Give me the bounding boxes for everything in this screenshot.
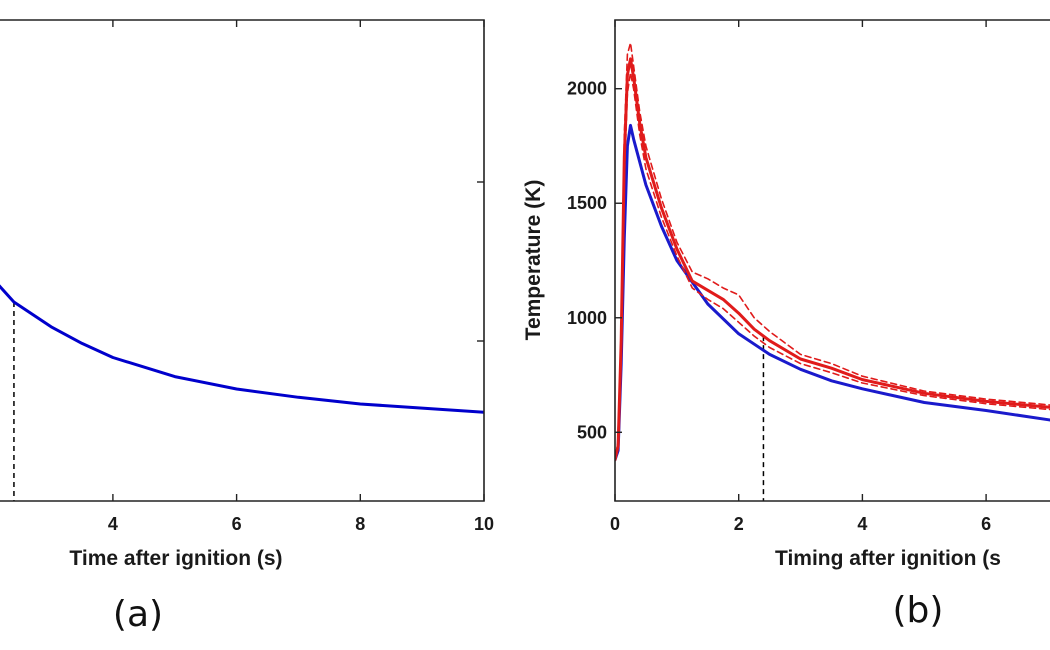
panel-b-x-tick-label: 2	[734, 514, 744, 534]
panel-b-y-tick-label: 1000	[567, 308, 607, 328]
panel-a-label: (a)	[113, 594, 163, 635]
panel-a-plot-frame	[0, 19, 485, 502]
panel-b-curves	[615, 42, 1050, 501]
panel-b-y-tick-label: 1500	[567, 193, 607, 213]
panel-b-series-line-3	[615, 42, 1050, 461]
panel-a-x-tick-label: 6	[232, 514, 242, 534]
panel-a-x-axis-label: Time after ignition (s)	[69, 547, 282, 570]
panel-a-series-line-1	[0, 284, 484, 414]
panel-a-x-tick-label: 8	[355, 514, 365, 534]
panel-a-tick-labels: 4 6 8 10	[108, 514, 494, 534]
panel-a-x-tick-label: 4	[108, 514, 118, 534]
panel-b-x-tick-label: 6	[981, 514, 991, 534]
panel-b-tick-labels: 0 2 4 6 500 1000 1500 2000	[567, 79, 991, 534]
panel-a-curves	[0, 284, 484, 501]
panel-b-plot-frame	[614, 19, 1050, 502]
panel-b-x-axis-label: Timing after ignition (s	[775, 547, 1001, 570]
panel-b-series-line-2	[615, 57, 1050, 462]
panel-b-series-line-1	[615, 123, 1050, 462]
panel-b-y-tick-label: 2000	[567, 79, 607, 99]
chart-panel-b: 0 2 4 6 500 1000 1500 2000 Temperature (K) Timi…	[522, 19, 1050, 631]
panel-b-x-tick-label: 4	[857, 514, 867, 534]
panel-b-y-tick-label: 500	[577, 422, 607, 442]
panel-b-series-line-4	[615, 71, 1050, 461]
chart-panel-a: 4 6 8 10 Time after ignition (s) (a)	[0, 19, 494, 635]
panel-a-x-tick-label: 10	[474, 514, 494, 534]
panel-b-tick-marks	[614, 20, 987, 501]
panel-b-label: (b)	[893, 590, 944, 631]
panel-a-tick-marks	[112, 20, 485, 501]
panel-b-x-tick-label: 0	[610, 514, 620, 534]
panel-b-y-axis-label: Temperature (K)	[522, 180, 545, 341]
